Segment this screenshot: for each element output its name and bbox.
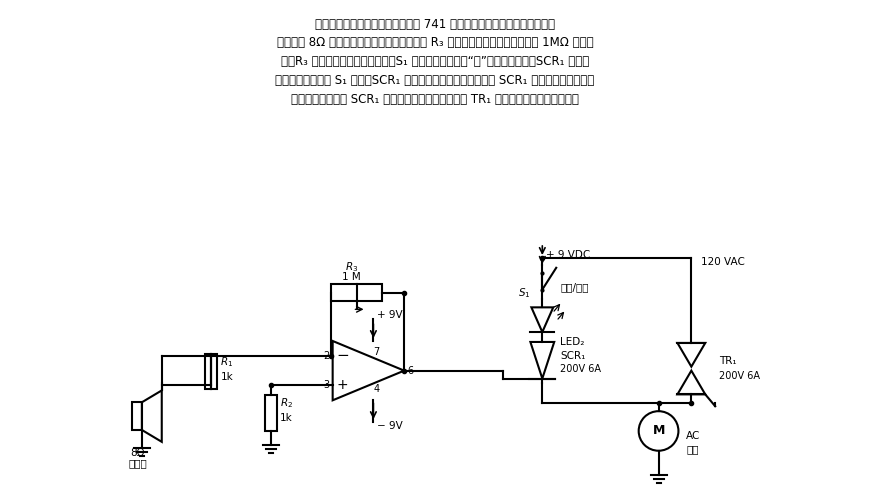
Text: + 9V: + 9V: [377, 310, 402, 320]
Text: 1 M: 1 M: [342, 271, 361, 281]
Text: 8Ω: 8Ω: [130, 448, 145, 458]
Text: 7: 7: [373, 347, 379, 357]
Text: 负载: 负载: [686, 444, 698, 454]
Text: LED₂: LED₂: [560, 337, 584, 347]
Text: 扬声器: 扬声器: [129, 459, 147, 469]
Text: 计。R₃ 的值决定了电路的灵敏度。S₁ 闭合以后，扬声器“听”到一个声响时，SCR₁ 导通，: 计。R₃ 的值决定了电路的灵敏度。S₁ 闭合以后，扬声器“听”到一个声响时，SC…: [281, 55, 588, 68]
Text: +: +: [336, 378, 348, 393]
Text: AC: AC: [686, 431, 700, 441]
Text: 4: 4: [373, 384, 379, 394]
Text: 120 VAC: 120 VAC: [700, 257, 745, 267]
Text: M: M: [652, 425, 664, 438]
Text: 控制作用）。只要 SCR₁ 导通，三端双向可控硅元件 TR₁ 就维持导通，给负载供电。: 控制作用）。只要 SCR₁ 导通，三端双向可控硅元件 TR₁ 就维持导通，给负载…: [291, 93, 578, 106]
Text: $R_2$: $R_2$: [280, 396, 293, 410]
Text: 清除/设置: 清除/设置: [560, 282, 588, 292]
Text: $R_3$: $R_3$: [344, 260, 358, 274]
Text: 2: 2: [323, 351, 329, 361]
Text: −: −: [335, 348, 348, 363]
Text: 3: 3: [323, 380, 329, 391]
Text: 200V 6A: 200V 6A: [560, 364, 600, 374]
Text: 而且将一直保持到 S₁ 打开，SCR₁ 的阳极电压被消除为止（一旦 SCR₁ 导通，门极对它没有: 而且将一直保持到 S₁ 打开，SCR₁ 的阳极电压被消除为止（一旦 SCR₁ 导…: [275, 74, 594, 87]
Text: + 9 VDC: + 9 VDC: [546, 250, 590, 260]
Text: $R_1$: $R_1$: [220, 355, 233, 369]
Text: 测声响的 8Ω 扬声器来的信号，反馈回路电阻 R₃ 是一个用来改变放大器增益的 1MΩ 的电位: 测声响的 8Ω 扬声器来的信号，反馈回路电阻 R₃ 是一个用来改变放大器增益的 …: [276, 36, 593, 49]
Text: TR₁: TR₁: [719, 356, 736, 366]
Text: 1k: 1k: [280, 413, 292, 423]
Text: 声控交流开关电路。电路中的运放 741 接成反相放大器，以放大从用于检: 声控交流开关电路。电路中的运放 741 接成反相放大器，以放大从用于检: [315, 17, 554, 30]
Text: $S_1$: $S_1$: [517, 286, 530, 300]
Text: − 9V: − 9V: [377, 421, 402, 431]
Text: 200V 6A: 200V 6A: [719, 371, 760, 381]
Text: 1k: 1k: [220, 372, 233, 382]
Text: 6: 6: [407, 366, 413, 376]
Text: SCR₁: SCR₁: [560, 351, 585, 361]
